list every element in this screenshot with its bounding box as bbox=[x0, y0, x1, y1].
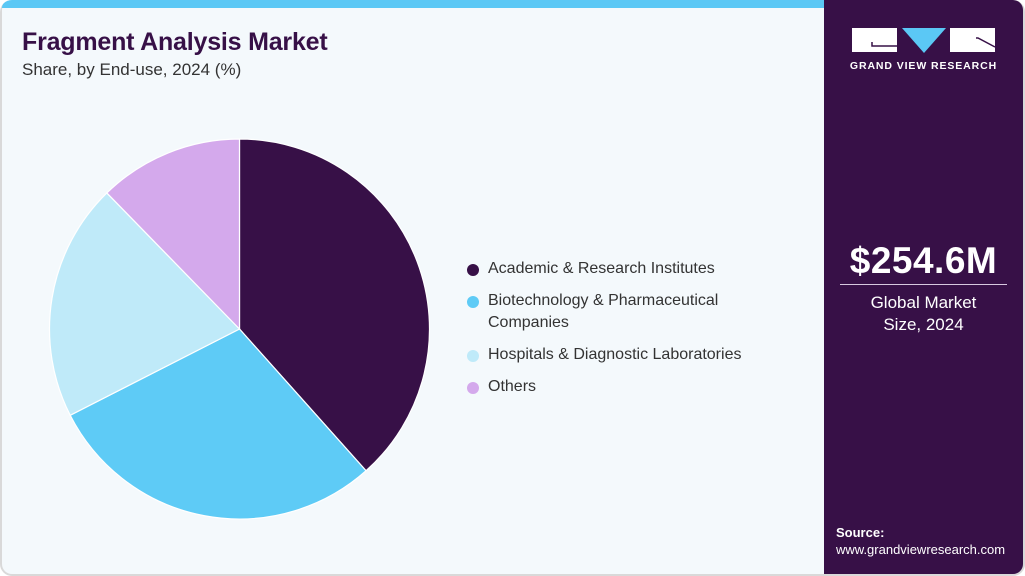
market-size-value: $254.6M bbox=[849, 240, 998, 281]
legend-label: Academic & Research Institutes bbox=[488, 260, 715, 277]
market-size-label: Global Market Size, 2024 bbox=[870, 293, 977, 334]
legend-item-hospitals: Hospitals & Diagnostic Laboratories bbox=[467, 344, 807, 366]
pie-chart bbox=[48, 138, 431, 520]
legend-item-others: Others bbox=[467, 376, 807, 398]
chart-title: Fragment Analysis Market bbox=[22, 28, 328, 56]
legend-item-academic: Academic & Research Institutes bbox=[467, 258, 807, 280]
accent-top-bar bbox=[2, 0, 824, 8]
source-link[interactable]: www.grandviewresearch.com bbox=[836, 542, 1006, 557]
legend-label: Hospitals & Diagnostic Laboratories bbox=[488, 346, 742, 363]
divider bbox=[840, 284, 1007, 285]
legend-dot-icon bbox=[467, 382, 479, 394]
legend-label: Biotechnology & Pharmaceutical Companies bbox=[488, 292, 719, 331]
legend-item-biotech: Biotechnology & Pharmaceutical Companies bbox=[467, 290, 778, 334]
legend-label: Others bbox=[488, 378, 537, 395]
pie-slice-biotech bbox=[69, 328, 367, 520]
sidebar-panel bbox=[824, 0, 1023, 574]
grand-view-research-logo-icon bbox=[852, 28, 996, 53]
logo-text: GRAND VIEW RESEARCH bbox=[849, 60, 998, 72]
legend-dot-icon bbox=[467, 264, 479, 276]
legend-dot-icon bbox=[467, 350, 479, 362]
legend-dot-icon bbox=[467, 296, 479, 308]
pie-slice-others bbox=[106, 138, 241, 331]
source-label: Source: bbox=[836, 525, 885, 540]
pie-slice-hospitals bbox=[48, 192, 241, 417]
pie-slice-academic bbox=[238, 138, 431, 472]
chart-legend: Academic & Research Institutes Biotechno… bbox=[467, 258, 807, 408]
chart-subtitle: Share, by End-use, 2024 (%) bbox=[22, 60, 242, 79]
